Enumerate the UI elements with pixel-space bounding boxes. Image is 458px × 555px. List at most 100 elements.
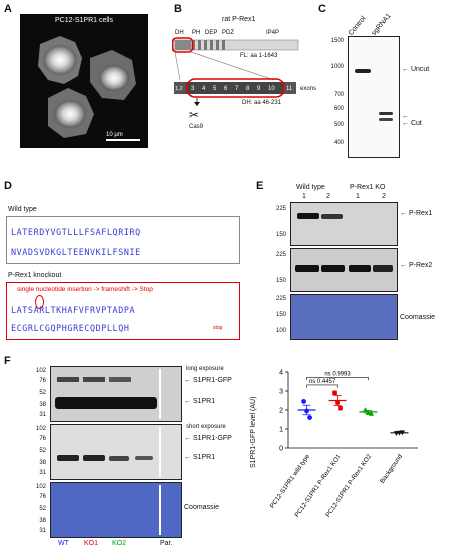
- marker-label: 700: [333, 92, 344, 98]
- label-text: S1PR1: [192, 398, 216, 405]
- exons-caption: exons: [300, 86, 317, 92]
- data-point: [304, 408, 309, 414]
- marker-label: 52: [39, 390, 46, 396]
- marker-label: 600: [333, 106, 344, 112]
- panel-label-f: F: [4, 355, 11, 367]
- y-tick-label: 0: [279, 446, 283, 453]
- exon-label: 8: [246, 86, 250, 92]
- full-length-label: FL: aa 1-1643: [240, 53, 278, 59]
- x-tick-label: Background: [379, 453, 404, 485]
- domain-ip4p: IP4P: [266, 30, 280, 36]
- scissors-icon: ✂: [189, 108, 200, 122]
- cell-micrograph-image: [20, 14, 148, 148]
- blot-prex2: [290, 248, 398, 292]
- blot-short-exposure: [50, 424, 182, 480]
- label-text: P-Rex1: [408, 210, 433, 217]
- marker-label: 500: [333, 122, 344, 128]
- significance-label: ns 0.4457: [309, 379, 336, 385]
- lane-label-sgrna1: sgRNA1: [370, 12, 393, 38]
- band-label-uncut: ← Uncut: [402, 66, 430, 73]
- label-text: P-Rex2: [408, 262, 433, 269]
- marker-label: 38: [39, 460, 46, 466]
- y-tick-label: 1: [279, 427, 283, 434]
- panel-d-sequences: Wild type LATERDYVGTLLLFSAFLQRIRQ NVADSV…: [6, 192, 246, 342]
- label-prex1: ← P-Rex1: [400, 210, 433, 217]
- domain-ph: PH: [192, 30, 201, 36]
- panel-f-chart: S1PR1-GFP level (AU) 0 1 2 3 4 PC12-S1PR1 wil…: [244, 368, 458, 550]
- group-label-ko: P-Rex1 KO: [350, 184, 386, 191]
- panel-e-blots: Wild type P-Rex1 KO 1 2 1 2 225 150 ← P-…: [254, 180, 458, 340]
- label-s1pr1-gfp: ← S1PR1-GFP: [184, 377, 232, 384]
- lane-number: 1: [356, 193, 360, 200]
- panel-label-e: E: [256, 180, 264, 192]
- marker-label: 76: [39, 436, 46, 442]
- blot-coomassie: [50, 482, 182, 538]
- exon-label: 11: [286, 86, 293, 92]
- lane-number: 1: [302, 193, 306, 200]
- panel-label-c: C: [318, 3, 326, 15]
- label-coomassie: Coomassie: [184, 504, 220, 511]
- label-text: S1PR1-GFP: [192, 377, 232, 384]
- data-point: [362, 407, 369, 412]
- marker-label: 76: [39, 378, 46, 384]
- label-coomassie: Coomassie: [400, 314, 436, 321]
- exon-label: 10: [268, 86, 275, 92]
- domain-pdz: PDZ: [222, 30, 234, 36]
- knockout-title: P-Rex1 knockout: [8, 272, 62, 279]
- panel-label-b: B: [174, 3, 182, 15]
- gel-band: [355, 69, 371, 73]
- panel-c-gel: Control sgRNA1 1500 1000 700 600 500 400…: [318, 12, 458, 164]
- exon-label: 1,2: [175, 86, 183, 92]
- exon-label: 7: [235, 86, 239, 92]
- knockout-sequence-box: single nucleotide insertion -> frameshif…: [6, 282, 240, 340]
- exon-label: 3: [191, 86, 195, 92]
- marker-label: 102: [35, 484, 46, 490]
- exon-label: 4: [202, 86, 206, 92]
- lane-label-ko2: KO2: [112, 540, 127, 547]
- data-point: [332, 390, 337, 396]
- lane-label-control: Control: [347, 15, 368, 37]
- lane-label-ko1: KO1: [84, 540, 99, 547]
- domain-dh: DH: [175, 30, 184, 36]
- label-text: S1PR1-GFP: [192, 435, 232, 442]
- protein-and-exon-diagram: [172, 37, 299, 106]
- marker-label: 38: [39, 518, 46, 524]
- exposure-label-long: long exposure: [186, 366, 224, 372]
- ko-sequence-line: ECGRLCGQPHGRECQDPLLQH: [11, 323, 130, 333]
- marker-label: 31: [39, 412, 46, 418]
- exon-label: 9: [257, 86, 261, 92]
- data-point: [307, 415, 312, 420]
- mutation-annotation: single nucleotide insertion -> frameshif…: [17, 286, 153, 293]
- marker-label: 52: [39, 448, 46, 454]
- ko-sequence-line: LATSARLTKHAFVFRVPTADPA: [11, 305, 136, 315]
- schematic-title: rat P-Rex1: [222, 16, 256, 23]
- marker-label: 1000: [330, 64, 344, 70]
- marker-label: 102: [35, 368, 46, 374]
- panel-b-schematic: rat P-Rex1 DH PH DEP PDZ IP4P FL: aa 1-1…: [172, 14, 316, 154]
- scale-bar-label: 10 μm: [106, 132, 123, 138]
- panel-label-d: D: [4, 180, 12, 192]
- blot-prex1: [290, 202, 398, 246]
- band-label-text: Uncut: [410, 66, 430, 73]
- y-axis-label: S1PR1-GFP level (AU): [250, 396, 257, 468]
- cas9-label: Cas9: [189, 124, 204, 130]
- wild-type-sequence-box: LATERDYVGTLLLFSAFLQRIRQ NVADSVDKGLTEENVK…: [6, 216, 240, 264]
- panel-a-micrograph: PC12-S1PR1 cells 10 μm: [20, 14, 148, 148]
- data-point: [301, 399, 306, 404]
- micrograph-title: PC12-S1PR1 cells: [55, 17, 113, 24]
- data-point: [338, 405, 343, 411]
- marker-label: 38: [39, 402, 46, 408]
- y-tick-label: 4: [279, 370, 283, 377]
- label-s1pr1: ← S1PR1: [184, 398, 216, 405]
- band-label-text: Cut: [410, 120, 422, 127]
- marker-label: 102: [35, 426, 46, 432]
- marker-label: 31: [39, 528, 46, 534]
- label-s1pr1-gfp: ← S1PR1-GFP: [184, 435, 232, 442]
- arrow-icon: ←: [402, 113, 409, 120]
- domain-dep: DEP: [205, 30, 218, 36]
- marker-label: 150: [275, 232, 286, 238]
- group-label-wild-type: Wild type: [296, 184, 325, 191]
- exon-label: 6: [224, 86, 228, 92]
- insertion-marker: [35, 295, 44, 309]
